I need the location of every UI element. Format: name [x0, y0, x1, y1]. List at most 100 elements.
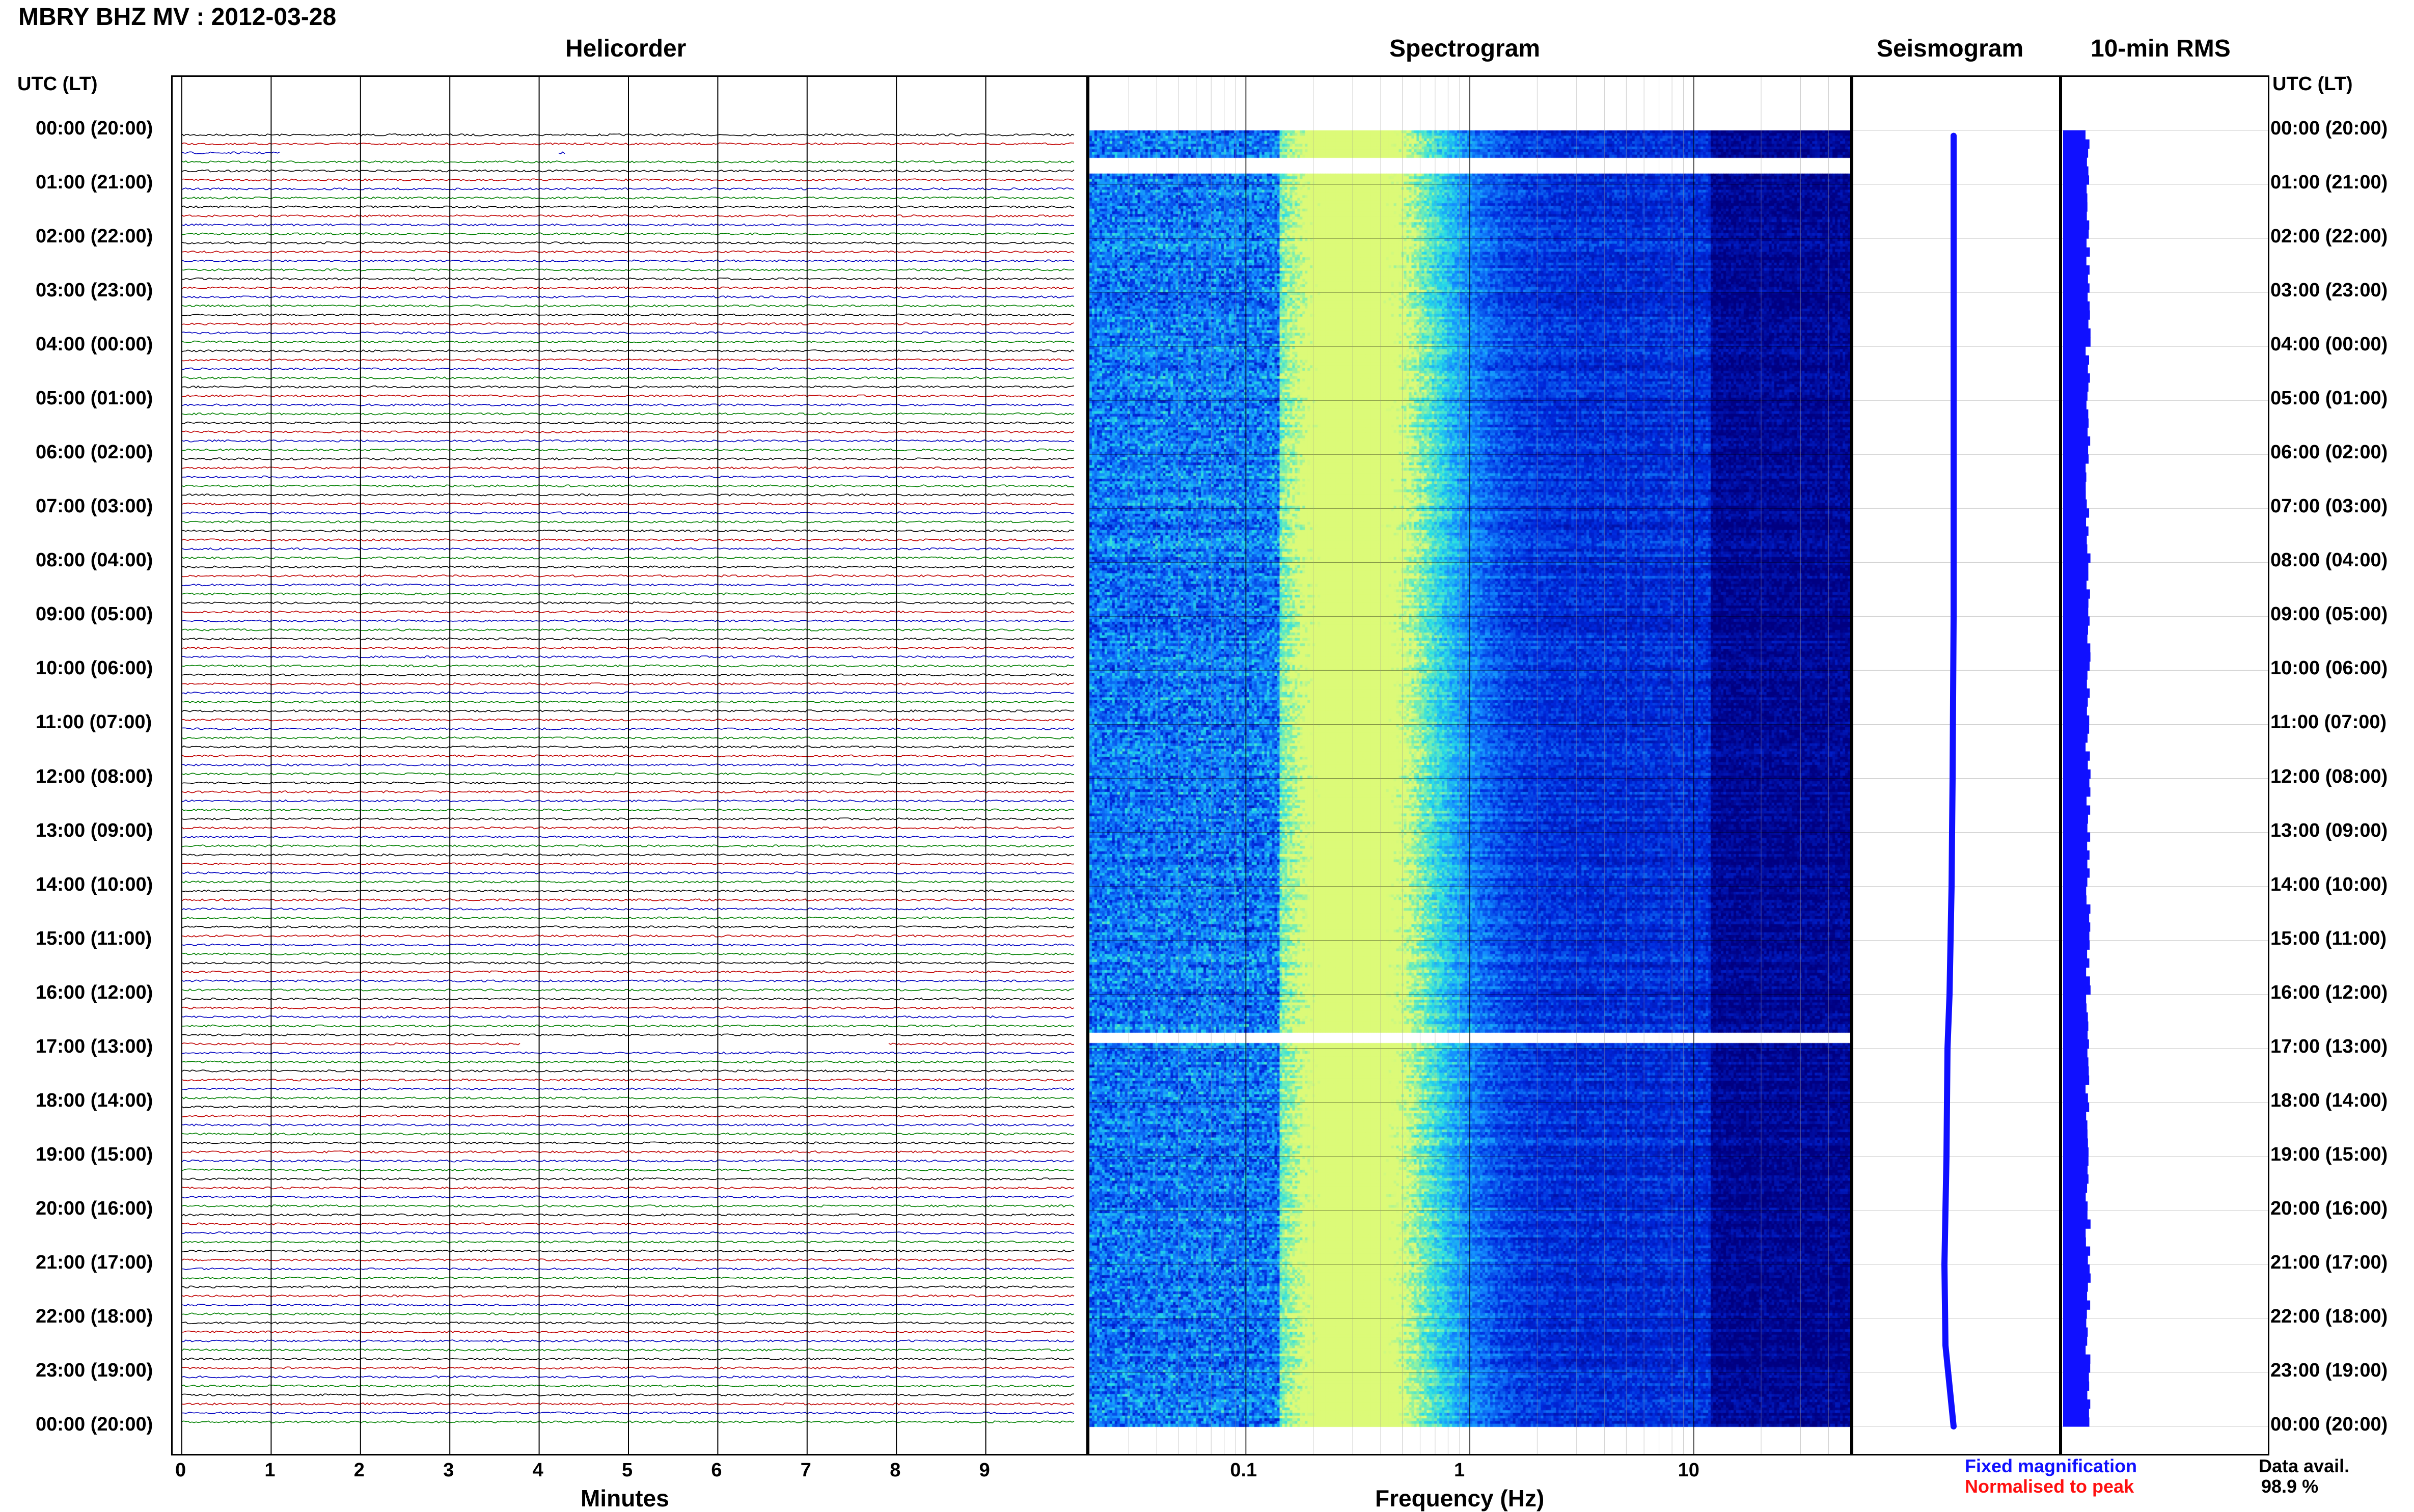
rms-bar: [2063, 157, 2087, 167]
rms-bar: [2063, 733, 2088, 743]
spectrogram-x-label: Frequency (Hz): [1375, 1485, 1545, 1511]
helicorder-x-tick: 6: [711, 1460, 722, 1481]
rms-bar: [2063, 1237, 2086, 1247]
left-time-tick: 17:00 (13:00): [36, 1035, 153, 1057]
rms-bar: [2063, 1399, 2091, 1409]
rms-bar: [2063, 1291, 2088, 1301]
rms-bar: [2063, 1408, 2089, 1418]
rms-bar: [2063, 1174, 2089, 1184]
rms-bar: [2063, 1318, 2087, 1328]
right-time-tick: 02:00 (22:00): [2270, 226, 2388, 248]
rms-bar: [2063, 1327, 2088, 1337]
helicorder-plot: [181, 77, 1075, 1454]
rms-bar: [2063, 274, 2088, 284]
helicorder-panel: [171, 75, 1088, 1455]
left-time-tick: 15:00 (11:00): [36, 927, 152, 949]
rms-bar: [2063, 1201, 2088, 1211]
rms-bar: [2063, 1336, 2088, 1346]
rms-bar: [2063, 202, 2088, 212]
rms-bar: [2063, 1363, 2091, 1373]
rms-bar: [2063, 1264, 2090, 1274]
rms-bar: [2063, 1129, 2088, 1139]
left-time-tick: 05:00 (01:00): [36, 388, 153, 409]
rms-bar: [2063, 643, 2091, 653]
helicorder-x-tick: 0: [175, 1460, 186, 1481]
rms-bar: [2063, 778, 2090, 788]
rms-bar: [2063, 391, 2088, 401]
rms-bar: [2063, 841, 2088, 851]
rms-bar: [2063, 1165, 2088, 1175]
rms-bar: [2063, 787, 2091, 797]
right-time-tick: 03:00 (23:00): [2270, 280, 2388, 301]
rms-bar: [2063, 337, 2091, 347]
rms-bar: [2063, 805, 2091, 815]
left-time-tick: 16:00 (12:00): [36, 981, 153, 1003]
rms-bar: [2063, 697, 2088, 707]
rms-bar: [2063, 634, 2088, 644]
spectrogram-title: Spectrogram: [1389, 35, 1541, 62]
rms-bar: [2063, 535, 2087, 545]
helicorder-x-label: Minutes: [581, 1485, 669, 1511]
rms-bar: [2063, 328, 2091, 338]
rms-bar: [2063, 283, 2090, 293]
left-time-tick: 00:00 (20:00): [36, 118, 153, 139]
left-time-tick: 21:00 (17:00): [36, 1251, 153, 1273]
rms-bar: [2063, 1381, 2090, 1391]
rms-bar: [2063, 139, 2090, 149]
rms-bar: [2063, 346, 2086, 356]
rms-bar: [2063, 445, 2089, 455]
rms-bar: [2063, 481, 2086, 491]
rms-bar: [2063, 1390, 2088, 1400]
right-time-tick: 08:00 (04:00): [2270, 549, 2388, 571]
right-time-tick: 15:00 (11:00): [2270, 927, 2387, 949]
rms-bar: [2063, 850, 2090, 860]
left-time-tick: 06:00 (02:00): [36, 442, 153, 463]
rms-bar: [2063, 292, 2088, 302]
rms-bar: [2063, 400, 2087, 410]
rms-bar: [2063, 769, 2091, 779]
rms-bar: [2063, 931, 2090, 941]
rms-bar: [2063, 1219, 2091, 1229]
right-time-tick: 04:00 (00:00): [2270, 334, 2388, 355]
rms-bar: [2063, 796, 2087, 806]
rms-bar: [2063, 760, 2088, 770]
left-time-tick: 04:00 (00:00): [36, 334, 153, 355]
rms-bar: [2063, 715, 2090, 725]
rms-bar: [2063, 1102, 2090, 1112]
rms-bar: [2063, 661, 2090, 671]
rms-bar: [2063, 976, 2090, 986]
helicorder-x-tick: 8: [890, 1460, 901, 1481]
legend-fixed-magnification: Fixed magnification: [1965, 1455, 2137, 1476]
rms-bar: [2063, 1345, 2086, 1355]
rms-bar: [2063, 580, 2087, 590]
spectrogram-x-tick: 0.1: [1230, 1460, 1257, 1481]
rms-bar: [2063, 904, 2091, 914]
rms-bar: [2063, 1300, 2091, 1310]
rms-bar: [2063, 175, 2090, 185]
rms-bar: [2063, 1066, 2089, 1076]
left-time-tick: 03:00 (23:00): [36, 280, 153, 301]
rms-bar: [2063, 985, 2091, 995]
rms-bar: [2063, 418, 2089, 428]
rms-bar: [2063, 193, 2088, 203]
rms-bar: [2063, 373, 2090, 383]
rms-bar: [2063, 625, 2088, 635]
rms-bar: [2063, 1039, 2089, 1049]
rms-bar: [2063, 1273, 2091, 1283]
rms-bar: [2063, 922, 2091, 932]
right-time-tick: 13:00 (09:00): [2270, 819, 2388, 841]
data-avail-value: 98.9 %: [2261, 1476, 2319, 1497]
rms-bar: [2063, 544, 2088, 554]
rms-bar: [2063, 184, 2087, 194]
left-time-tick: 23:00 (19:00): [36, 1359, 153, 1381]
rms-bar: [2063, 1282, 2088, 1292]
rms-bar: [2063, 598, 2089, 608]
rms-bar: [2063, 130, 2086, 140]
rms-bar: [2063, 706, 2087, 716]
rms-bar: [2063, 1012, 2088, 1022]
rms-bar: [2063, 148, 2089, 158]
rms-bar: [2063, 679, 2087, 689]
rms-bar: [2063, 229, 2089, 239]
rms-bar: [2063, 238, 2087, 248]
right-time-tick: 16:00 (12:00): [2270, 981, 2388, 1003]
